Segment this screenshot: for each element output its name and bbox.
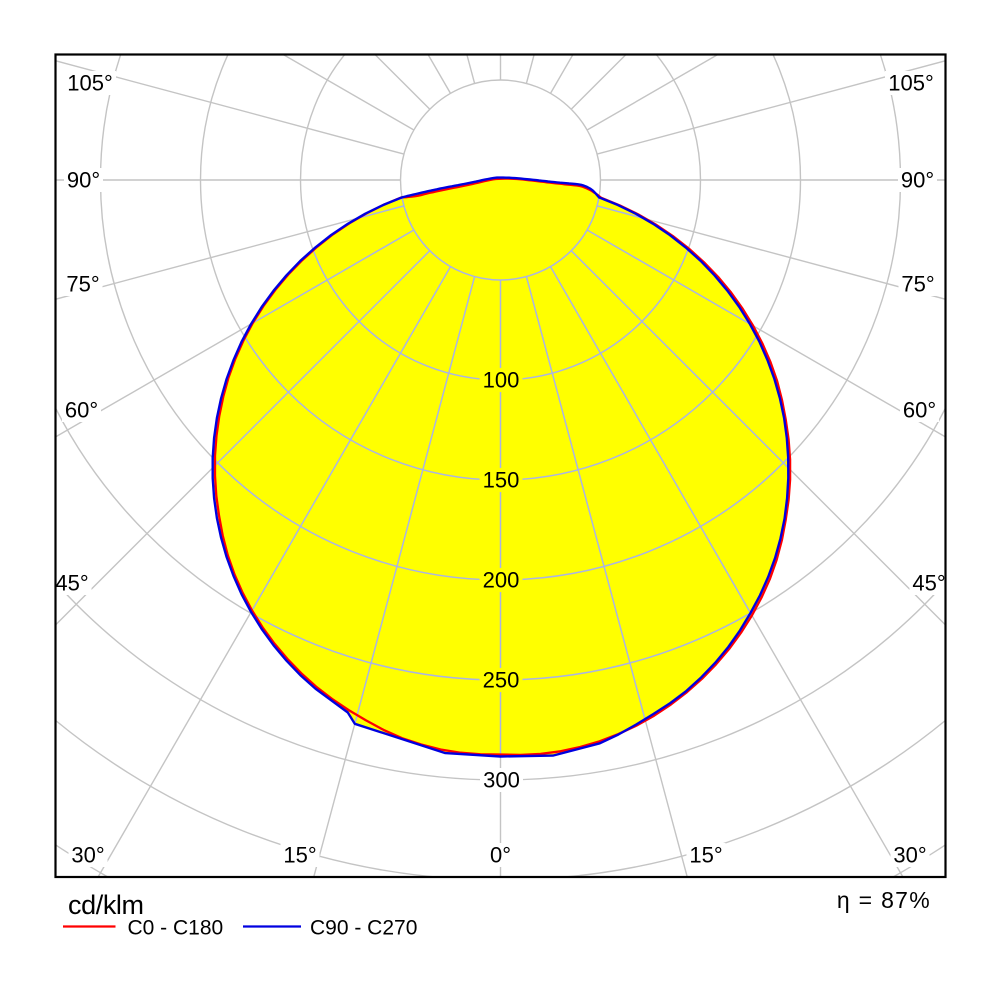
svg-text:15°: 15° — [283, 843, 316, 868]
svg-text:C90 - C270: C90 - C270 — [310, 917, 417, 940]
svg-text:cd/klm: cd/klm — [68, 890, 144, 920]
svg-text:60°: 60° — [65, 398, 98, 423]
svg-text:90°: 90° — [901, 168, 934, 193]
svg-text:75°: 75° — [901, 272, 934, 297]
svg-text:90°: 90° — [67, 168, 100, 193]
svg-text:105°: 105° — [67, 71, 113, 96]
svg-text:250: 250 — [483, 668, 520, 693]
svg-text:45°: 45° — [55, 571, 88, 596]
svg-text:75°: 75° — [66, 272, 99, 297]
svg-text:15°: 15° — [689, 843, 722, 868]
svg-text:300: 300 — [483, 768, 520, 793]
svg-text:105°: 105° — [888, 71, 934, 96]
svg-text:η = 87%: η = 87% — [837, 887, 931, 913]
svg-text:150: 150 — [483, 468, 520, 493]
svg-text:C0 - C180: C0 - C180 — [128, 917, 224, 940]
svg-text:0°: 0° — [490, 843, 511, 868]
svg-text:30°: 30° — [71, 843, 104, 868]
svg-text:100: 100 — [483, 368, 520, 393]
svg-text:60°: 60° — [903, 398, 936, 423]
svg-text:30°: 30° — [893, 843, 926, 868]
svg-text:200: 200 — [483, 568, 520, 593]
svg-text:45°: 45° — [912, 571, 945, 596]
